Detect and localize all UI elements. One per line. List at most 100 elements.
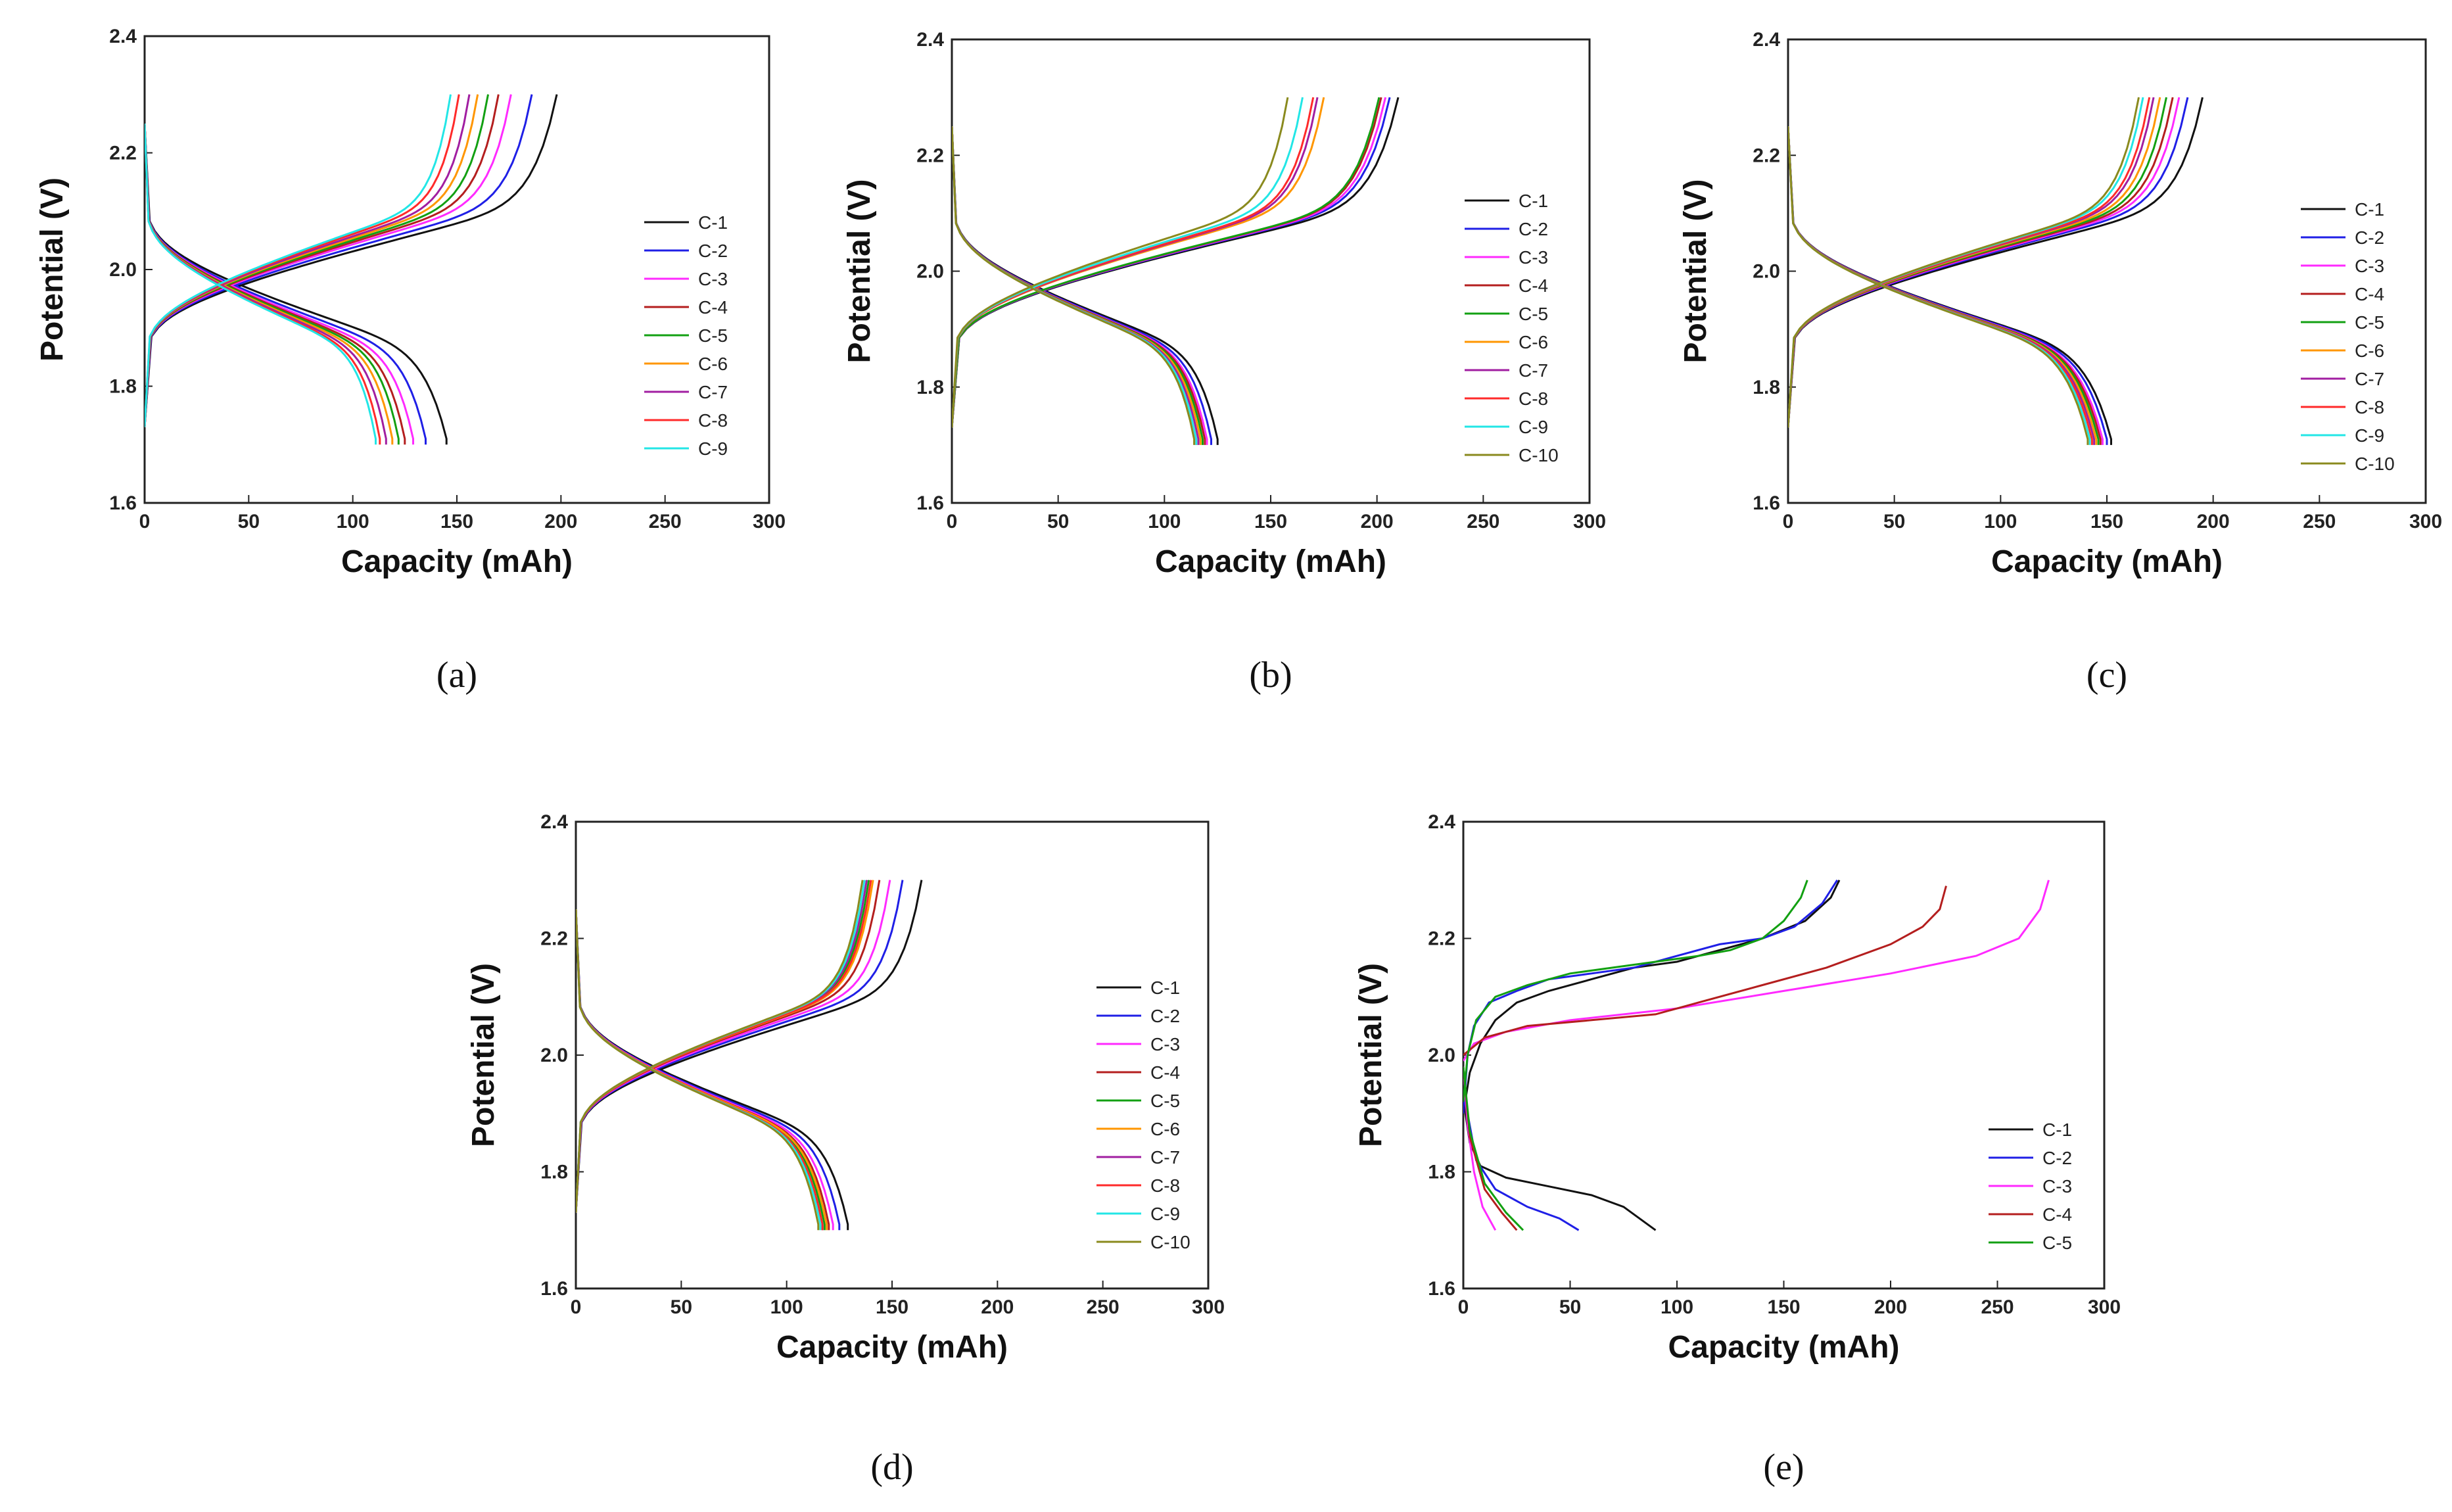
legend-label: C-6 — [1519, 332, 1548, 352]
x-tick-label: 300 — [1573, 511, 1606, 532]
series-line-c-3-discharge — [1463, 1066, 1497, 1231]
series-group — [952, 97, 1400, 445]
series-line-c-3-charge — [576, 880, 891, 1213]
series-line-c-1-charge — [145, 94, 558, 427]
series-group — [576, 880, 923, 1231]
x-tick-label: 150 — [1254, 511, 1287, 532]
y-tick-label: 1.6 — [540, 1278, 568, 1300]
series-group — [1463, 879, 2050, 1231]
legend-label: C-3 — [698, 269, 728, 289]
series-line-c-2-discharge — [1463, 1066, 1580, 1231]
x-tick-label: 50 — [671, 1296, 692, 1318]
x-tick-label: 150 — [2090, 511, 2123, 532]
y-tick-label: 1.8 — [1753, 377, 1780, 398]
y-tick-label: 1.6 — [109, 492, 137, 514]
legend-label: C-5 — [2042, 1233, 2072, 1253]
y-tick-label: 1.8 — [1428, 1162, 1455, 1183]
x-tick-label: 0 — [947, 511, 958, 532]
x-tick-label: 0 — [571, 1296, 582, 1318]
y-tick-label: 2.2 — [109, 143, 137, 164]
legend-label: C-10 — [2355, 454, 2395, 474]
y-tick-label: 1.8 — [109, 376, 137, 398]
legend-label: C-2 — [698, 241, 728, 261]
x-tick-label: 50 — [1883, 511, 1905, 532]
y-axis-title: Potential (V) — [1678, 179, 1713, 363]
x-axis-title: Capacity (mAh) — [1991, 544, 2223, 579]
series-line-c-2-discharge — [952, 126, 1212, 445]
x-tick-label: 100 — [1984, 511, 2017, 532]
y-axis-title: Potential (V) — [35, 177, 70, 362]
series-line-c-3-discharge — [1788, 126, 2104, 445]
y-tick-label: 2.4 — [540, 811, 568, 833]
x-tick-label: 250 — [2303, 511, 2336, 532]
x-tick-label: 250 — [649, 511, 682, 532]
legend-label: C-5 — [698, 325, 728, 346]
series-line-c-10-charge — [576, 880, 864, 1213]
legend-label: C-8 — [698, 410, 728, 431]
series-line-c-7-discharge — [952, 126, 1200, 445]
legend-label: C-8 — [2355, 397, 2384, 417]
series-line-c-4-charge — [952, 97, 1382, 428]
series-line-c-1-discharge — [1463, 1066, 1657, 1231]
series-line-c-5-charge — [1463, 880, 1808, 1102]
series-line-c-4-charge — [1788, 97, 2174, 428]
y-tick-label: 2.4 — [109, 26, 137, 47]
x-tick-label: 200 — [544, 511, 577, 532]
legend-label: C-3 — [1519, 247, 1548, 268]
x-tick-label: 50 — [238, 511, 260, 532]
series-line-c-10-charge — [1788, 97, 2140, 428]
series-group — [145, 94, 558, 445]
series-line-c-10-discharge — [576, 909, 820, 1231]
x-tick-label: 200 — [2197, 511, 2230, 532]
x-tick-label: 300 — [2409, 511, 2442, 532]
y-tick-label: 2.2 — [916, 145, 944, 166]
series-line-c-1-discharge — [952, 126, 1219, 445]
x-tick-label: 250 — [1087, 1296, 1120, 1318]
series-line-c-4-discharge — [576, 909, 830, 1231]
legend-label: C-4 — [2042, 1204, 2072, 1225]
y-tick-label: 1.8 — [916, 377, 944, 398]
x-tick-label: 100 — [1148, 511, 1181, 532]
series-line-c-1-charge — [1788, 97, 2204, 428]
legend-label: C-3 — [1150, 1034, 1180, 1054]
series-line-c-3-charge — [952, 97, 1387, 428]
series-line-c-4-discharge — [1788, 126, 2102, 445]
series-line-c-6-charge — [1788, 97, 2161, 428]
series-line-c-6-discharge — [576, 909, 828, 1231]
legend-label: C-4 — [1519, 275, 1548, 296]
series-line-c-5-charge — [1788, 97, 2167, 428]
y-tick-label: 1.6 — [1428, 1278, 1455, 1300]
x-axis-title: Capacity (mAh) — [341, 544, 573, 579]
panel-label: (e) — [1763, 1447, 1804, 1488]
y-tick-label: 2.4 — [1428, 811, 1455, 833]
legend-label: C-3 — [2355, 256, 2384, 276]
x-axis-title: Capacity (mAh) — [1668, 1330, 1899, 1365]
legend-label: C-3 — [2042, 1176, 2072, 1196]
series-line-c-7-discharge — [576, 909, 824, 1231]
legend-label: C-7 — [1519, 360, 1548, 381]
y-tick-label: 2.0 — [1753, 261, 1780, 283]
series-line-c-2-charge — [576, 880, 904, 1213]
x-tick-label: 100 — [337, 511, 369, 532]
legend-label: C-1 — [698, 212, 728, 233]
series-line-c-8-discharge — [952, 126, 1198, 445]
series-line-c-5-discharge — [1463, 1066, 1524, 1231]
legend-label: C-2 — [1519, 219, 1548, 239]
x-tick-label: 100 — [770, 1296, 803, 1318]
legend-label: C-8 — [1519, 389, 1548, 409]
x-tick-label: 200 — [981, 1296, 1014, 1318]
legend-label: C-6 — [1150, 1119, 1180, 1139]
series-line-c-6-discharge — [952, 126, 1202, 445]
legend-label: C-7 — [698, 382, 728, 402]
series-line-c-9-charge — [952, 97, 1304, 428]
x-tick-label: 150 — [876, 1296, 908, 1318]
panel-label: (a) — [436, 655, 477, 696]
y-axis-title: Potential (V) — [466, 963, 501, 1147]
series-line-c-6-discharge — [1788, 126, 2098, 445]
legend-label: C-2 — [2042, 1148, 2072, 1168]
panel-label: (b) — [1249, 655, 1292, 696]
plot-frame — [575, 820, 1210, 1290]
x-axis-title: Capacity (mAh) — [1155, 544, 1386, 579]
series-line-c-3-charge — [1463, 880, 2050, 1062]
